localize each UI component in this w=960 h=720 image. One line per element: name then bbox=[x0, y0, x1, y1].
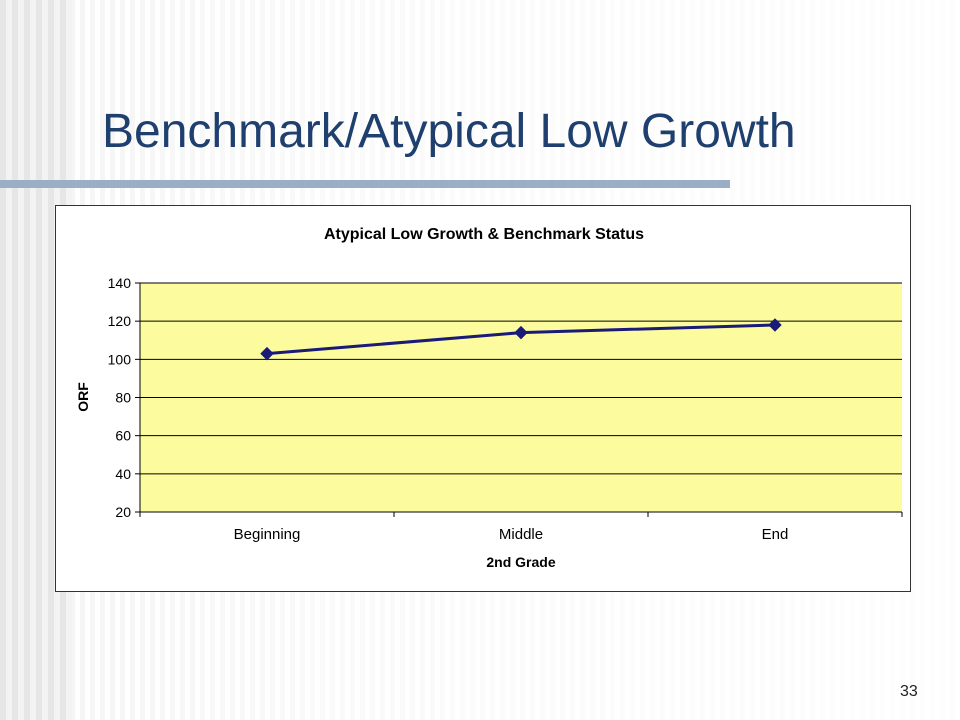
x-axis-label: 2nd Grade bbox=[486, 554, 555, 570]
chart-title: Atypical Low Growth & Benchmark Status bbox=[324, 226, 644, 243]
slide-number: 33 bbox=[900, 683, 918, 700]
y-tick-label: 80 bbox=[115, 390, 131, 406]
x-tick-label: Beginning bbox=[234, 526, 301, 543]
y-tick-label: 20 bbox=[115, 504, 131, 520]
y-tick-label: 140 bbox=[108, 275, 132, 291]
data-point-marker bbox=[260, 346, 274, 361]
y-tick-label: 100 bbox=[108, 351, 132, 367]
x-tick-label: End bbox=[762, 526, 789, 543]
y-tick-label: 60 bbox=[115, 428, 131, 444]
x-ticks: Beginning Middle End bbox=[139, 512, 903, 543]
title-rule bbox=[0, 180, 730, 188]
y-axis-label: ORF bbox=[75, 382, 91, 412]
y-ticks: 20 40 60 80 100 120 140 bbox=[108, 275, 140, 520]
y-tick-label: 120 bbox=[108, 313, 132, 329]
data-point-marker bbox=[768, 318, 782, 332]
y-tick-label: 40 bbox=[115, 466, 131, 482]
chart-svg: Atypical Low Growth & Benchmark Status 2… bbox=[75, 226, 903, 570]
data-point-marker bbox=[514, 325, 528, 340]
chart-container: Atypical Low Growth & Benchmark Status 2… bbox=[55, 205, 911, 592]
x-tick-label: Middle bbox=[499, 526, 543, 543]
slide-title: Benchmark/Atypical Low Growth bbox=[102, 105, 796, 158]
series-line-group bbox=[260, 318, 782, 361]
